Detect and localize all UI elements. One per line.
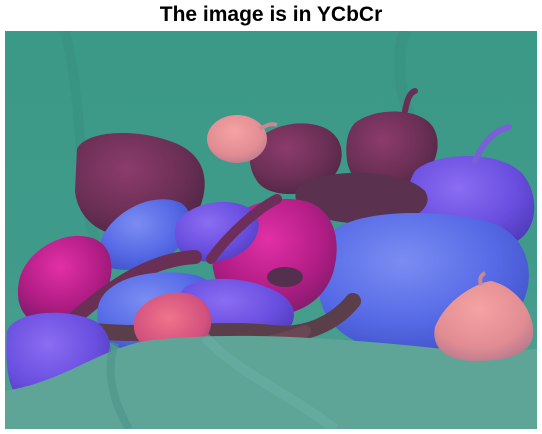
cloth-fold <box>106 341 133 429</box>
purple-pepper <box>174 201 259 262</box>
dark-red-pepper <box>249 123 342 195</box>
figure-title: The image is in YCbCr <box>159 3 383 26</box>
dark-red-pepper <box>295 172 428 224</box>
pepper-stem <box>472 124 512 164</box>
garlic-bulb <box>207 115 267 163</box>
blue-pepper <box>101 199 191 270</box>
image-axes <box>5 31 537 429</box>
ycbcr-peppers-image <box>5 31 537 429</box>
chili-pepper <box>267 267 303 287</box>
pepper-stem <box>402 88 418 114</box>
garlic-stem <box>478 271 487 286</box>
garlic-stem <box>259 122 278 131</box>
chili-pepper <box>58 250 202 334</box>
cloth-fold <box>201 333 339 429</box>
garlic-bulb <box>434 281 534 361</box>
chili-pepper <box>206 194 282 264</box>
